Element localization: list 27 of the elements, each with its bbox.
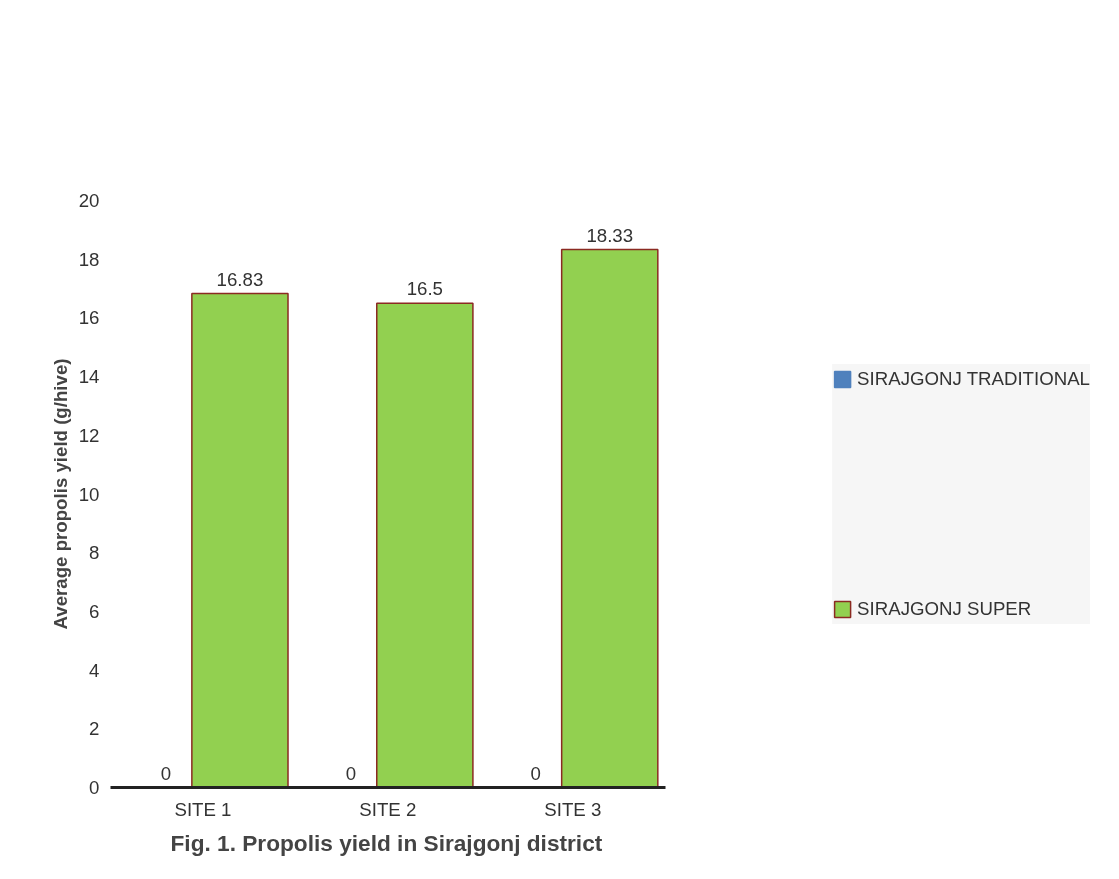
y-tick-label: 14 — [78, 366, 100, 388]
legend-label: SIRAJGONJ SUPER — [857, 596, 1032, 621]
y-tick-label: 18 — [78, 248, 100, 270]
y-tick-label: 2 — [89, 718, 100, 740]
y-tick-label: 8 — [89, 542, 100, 564]
x-tick-label: SITE 2 — [359, 798, 417, 820]
x-tick-label: SITE 3 — [544, 798, 602, 820]
bar — [191, 292, 289, 788]
data-label: 0 — [345, 762, 357, 784]
caption: Fig. 1. Propolis yield in Sirajgonj district — [170, 829, 603, 856]
data-label: 0 — [160, 762, 172, 784]
bar — [560, 248, 659, 788]
y-axis-title: Average propolis yield (g/hive) — [49, 358, 71, 630]
legend-label: SIRAJGONJ TRADITIONAL — [857, 366, 1090, 391]
y-tick-label: 10 — [78, 483, 100, 505]
y-tick-label: 16 — [78, 307, 100, 329]
y-tick-label: 20 — [78, 190, 100, 211]
data-label: 16.5 — [406, 278, 443, 300]
bar — [376, 302, 474, 788]
data-label: 16.83 — [216, 268, 264, 290]
y-tick-label: 0 — [89, 777, 100, 798]
x-tick-label: SITE 1 — [174, 798, 232, 820]
y-tick-label: 4 — [89, 659, 100, 681]
y-tick-label: 6 — [89, 600, 100, 622]
data-label: 0 — [530, 762, 541, 784]
data-label: 18.33 — [586, 224, 634, 246]
y-tick-label: 12 — [78, 424, 100, 446]
